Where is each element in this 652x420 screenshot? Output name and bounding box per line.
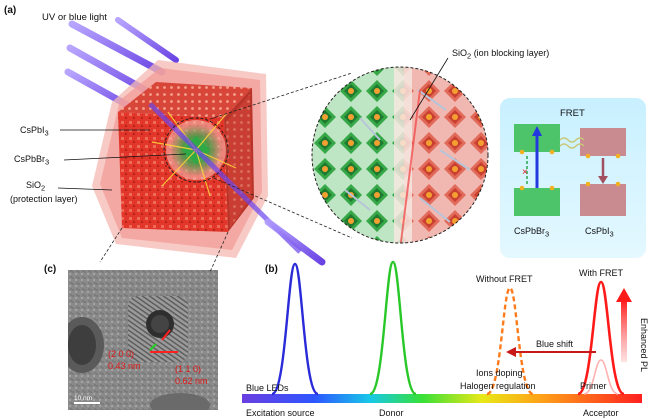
sio2-ion-blocking-label: SiO2 (ion blocking layer): [452, 48, 549, 61]
with-fret-label: With FRET: [579, 268, 624, 278]
without-fret-peak: [486, 286, 534, 396]
sio2-protection-leader: [57, 187, 113, 191]
sio2-protection-label: SiO2: [26, 180, 45, 193]
acceptor-label: Acceptor: [583, 408, 619, 418]
bubble-sio2-layer: [394, 67, 412, 243]
acceptor-lumo-band: [580, 128, 626, 156]
magnified-bubble: [311, 66, 489, 244]
halogen-regulation-label: Halogen regulation: [460, 381, 536, 391]
blocked-mark: ×: [522, 167, 528, 178]
tem-zoom-line-left: [99, 227, 123, 263]
donor-label: Donor: [379, 408, 404, 418]
primer-peak: [583, 359, 619, 395]
zoom-line-bottom: [213, 177, 353, 239]
spacing-043-label: 0.43 nm: [108, 361, 141, 371]
primer-label: Primer: [580, 381, 607, 391]
fret-title: FRET: [560, 108, 585, 119]
acceptor-homo-band: [580, 184, 626, 216]
magnify-region: [163, 117, 229, 183]
scale-bar: [74, 402, 100, 404]
tem-zoom-line-right: [209, 231, 229, 273]
exit-beam: [264, 218, 326, 266]
bubble-ligand-chains: [344, 89, 471, 223]
core-shell-nanocube: [92, 60, 302, 258]
light-source-label: UV or blue light: [42, 12, 107, 23]
cspbbr3-label: CsPbBr3: [14, 154, 49, 167]
bubble-donor-region: [312, 67, 404, 243]
fret-acceptor-label: CsPbI3: [585, 226, 614, 239]
cspbbr3-leader: [63, 153, 187, 161]
wavelength-spectrum-bar: [242, 394, 642, 403]
fret-energy-diagram: FRET × CsPbBr3 CsPbI3: [500, 98, 646, 258]
panel-c-label: (c): [44, 264, 56, 275]
bubble-interface-line: [399, 89, 421, 243]
sio2-protection-suffix: (protection layer): [10, 194, 78, 204]
cspbi3-top-face: [118, 82, 252, 118]
without-fret-label: Without FRET: [476, 274, 533, 284]
enhanced-pl-label: Enhanced PL: [639, 318, 649, 372]
fret-donor-label: CsPbBr3: [514, 226, 549, 239]
donor-homo-band: [514, 188, 560, 216]
tem-image: [68, 270, 218, 410]
electron-dots: [519, 149, 621, 191]
plane-110-label: (1 1 0): [175, 364, 201, 374]
cspbi3-label: CsPbI3: [20, 125, 49, 138]
blue-leds-label: Blue LEDs: [246, 383, 289, 393]
spacing-062-label: 0.62 nm: [175, 376, 208, 386]
ions-doping-label: Ions doping: [476, 368, 523, 378]
blue-led-peak: [271, 262, 319, 396]
panel-a-label: (a): [4, 5, 16, 16]
sio2-ion-blocking-leader: [409, 57, 449, 121]
enhanced-pl-arrow: [616, 288, 632, 362]
excitation-source-label: Excitation source: [246, 408, 315, 418]
blue-shift-label: Blue shift: [536, 339, 574, 349]
with-fret-peak: [577, 280, 625, 396]
donor-peak: [369, 260, 417, 396]
plane-200-label: (2 0 0): [108, 349, 134, 359]
scale-bar-label: 10 nm: [74, 395, 92, 402]
panel-b-label: (b): [265, 264, 278, 275]
fret-transfer-wave: [559, 137, 585, 143]
